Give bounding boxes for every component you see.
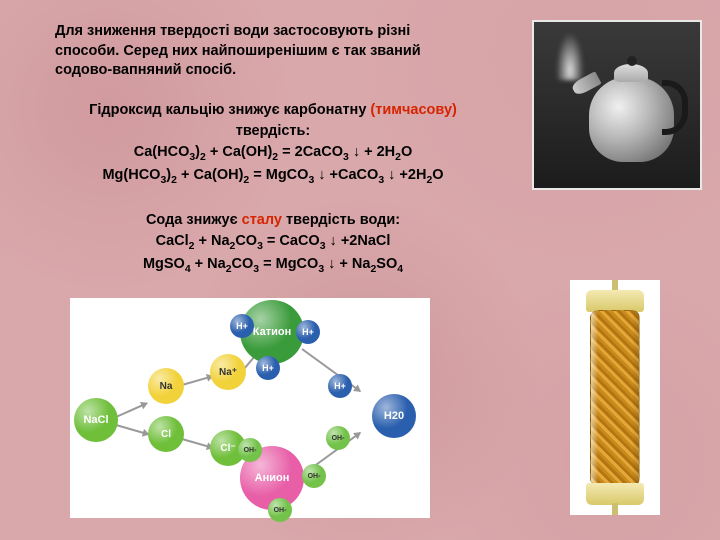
- kettle-image: [532, 20, 702, 190]
- diagram-edge: [182, 375, 213, 386]
- diagram-node-oh4: OH-: [326, 426, 350, 450]
- cartridge-tube: [590, 310, 640, 486]
- diagram-node-hp4: H+: [328, 374, 352, 398]
- diagram-node-hp2: H+: [296, 320, 320, 344]
- cartridge-cap-top: [586, 290, 644, 312]
- sec2-pre: Сода знижує: [146, 212, 242, 228]
- diagram-node-oh2: OH-: [268, 498, 292, 522]
- diagram-node-cl1: Cl: [148, 416, 184, 452]
- diagram-node-h2o: H20: [372, 394, 416, 438]
- diagram-edge: [116, 402, 148, 418]
- sec2-highlight: сталу: [242, 212, 282, 228]
- cartridge-stem: [612, 503, 618, 515]
- sec2-post: твердість води:: [282, 212, 400, 228]
- diagram-node-na2: Na⁺: [210, 354, 246, 390]
- kettle-lid: [614, 64, 648, 82]
- kettle-knob: [627, 56, 637, 66]
- diagram-node-nacl: NaCl: [74, 398, 118, 442]
- diagram-edge: [182, 438, 213, 449]
- sec1-line2: твердість:: [236, 123, 311, 139]
- diagram-node-oh3: OH-: [302, 464, 326, 488]
- section-carbonate: Гідроксид кальцію знижує карбонатну (тим…: [38, 100, 508, 188]
- diagram-node-oh1: OH-: [238, 438, 262, 462]
- sec1-eq1: Ca(HCO3)2 + Ca(OH)2 = 2CaCO3 ↓ + 2H2O: [134, 144, 412, 160]
- sec1-eq2: Mg(HCO3)2 + Ca(OH)2 = MgCO3 ↓ +CaCO3 ↓ +…: [102, 167, 443, 183]
- sec2-eq1: CaCl2 + Na2CO3 = CaCO3 ↓ +2NaCl: [156, 233, 391, 249]
- ion-exchange-diagram: NaClNaClNa⁺Cl⁻КатионАнионH20H+H+H+H+OH-O…: [70, 298, 430, 518]
- sec1-highlight: (тимчасову): [370, 102, 456, 118]
- diagram-node-hp3: H+: [256, 356, 280, 380]
- section-permanent: Сода знижує сталу твердість води: CaCl2 …: [38, 210, 508, 277]
- diagram-node-na1: Na: [148, 368, 184, 404]
- sec1-pre: Гідроксид кальцію знижує карбонатну: [89, 102, 370, 118]
- diagram-node-hp1: H+: [230, 314, 254, 338]
- sec2-eq2: MgSO4 + Na2CO3 = MgCO3 ↓ + Na2SO4: [143, 256, 403, 272]
- filter-cartridge-image: [570, 280, 660, 515]
- intro-paragraph: Для зниження твердості води застосовують…: [55, 22, 475, 81]
- cartridge-cap-bottom: [586, 483, 644, 505]
- kettle-handle: [662, 80, 688, 135]
- steam-icon: [556, 32, 584, 80]
- diagram-edge: [116, 424, 149, 435]
